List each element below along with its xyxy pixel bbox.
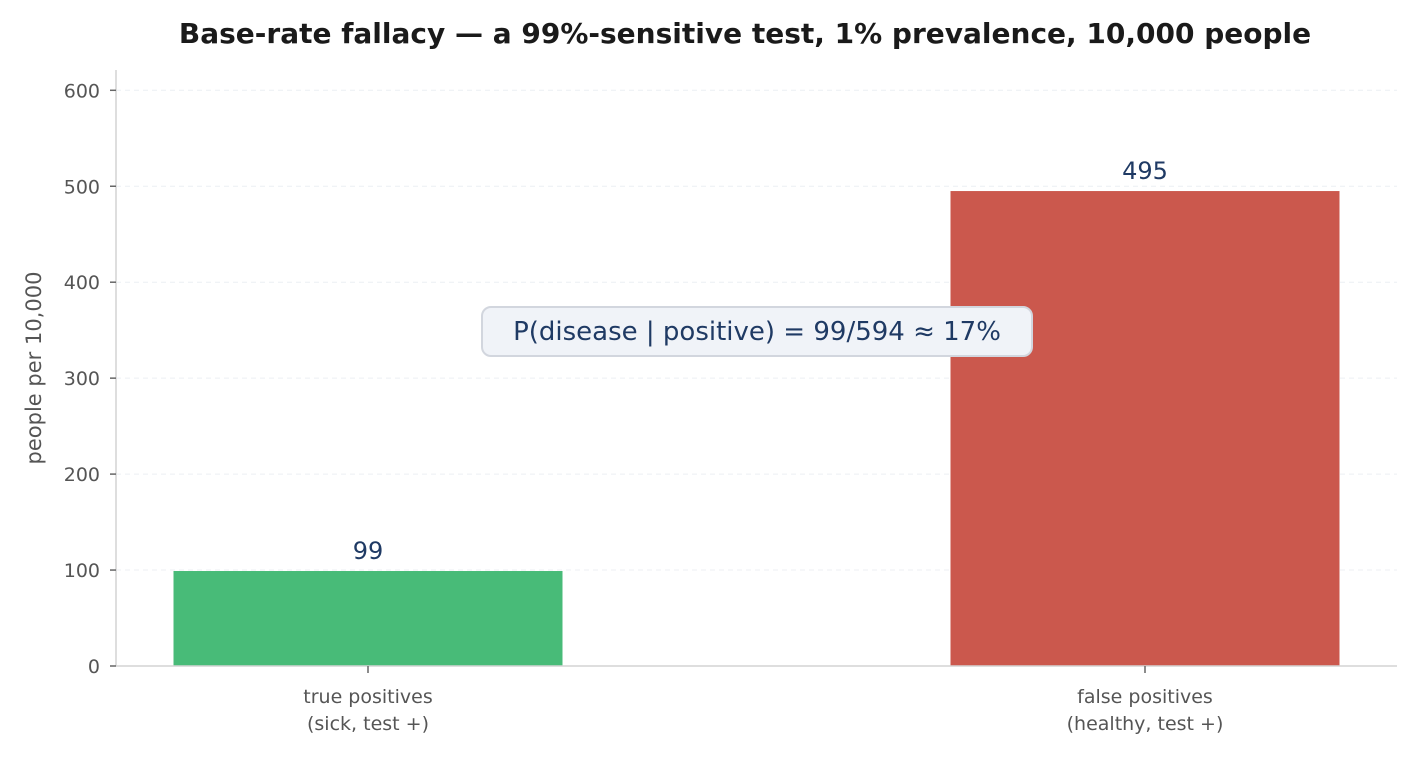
gridlines — [116, 89, 1397, 571]
y-tick-label: 500 — [64, 176, 100, 198]
x-tick-label: true positives — [303, 686, 432, 708]
value-label: 495 — [1122, 157, 1168, 185]
bar-false-positives — [950, 191, 1340, 667]
y-tick-label: 100 — [64, 560, 100, 582]
y-tick-label: 300 — [64, 368, 100, 390]
y-ticks: 0 100 200 300 400 500 600 — [64, 80, 116, 678]
value-labels: 99 495 — [353, 157, 1168, 565]
x-tick-label: (healthy, test +) — [1067, 713, 1224, 735]
y-tick-label: 600 — [64, 80, 100, 102]
y-tick-label: 400 — [64, 272, 100, 294]
bars — [173, 191, 1340, 667]
x-ticks: true positives (sick, test +) false positi… — [303, 666, 1223, 735]
y-axis-label: people per 10,000 — [22, 272, 46, 465]
annotation-text: P(disease | positive) = 99/594 ≈ 17% — [513, 317, 1001, 347]
x-tick-label: false positives — [1077, 686, 1213, 708]
y-tick-label: 0 — [88, 656, 100, 678]
y-tick-label: 200 — [64, 464, 100, 486]
value-label: 99 — [353, 537, 384, 565]
axes — [115, 70, 1397, 667]
annotation-box — [481, 306, 1033, 357]
bar-true-positives — [173, 571, 563, 666]
x-tick-label: (sick, test +) — [307, 713, 429, 735]
chart-title: Base-rate fallacy — a 99%-sensitive test… — [179, 17, 1311, 50]
probability-annotation: P(disease | positive) = 99/594 ≈ 17% — [481, 306, 1033, 357]
